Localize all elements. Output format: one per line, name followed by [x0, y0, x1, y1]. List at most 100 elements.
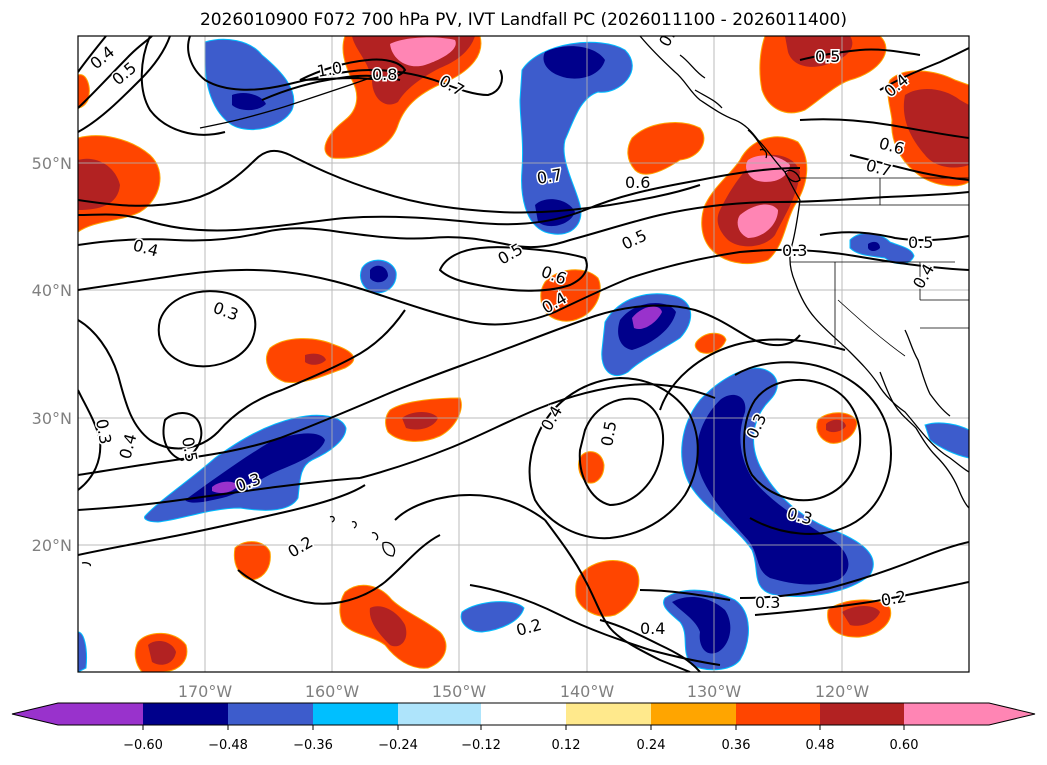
contour-0.3-lower: [78, 477, 361, 511]
colorbar-segment: [143, 703, 228, 725]
contour-0.3-south-loop: [544, 519, 691, 672]
lat-label: 20°N: [32, 536, 72, 555]
colorbar-segment: [481, 703, 566, 725]
colorbar-tick-label: 0.12: [552, 738, 581, 753]
contour-0.6-nw: [78, 36, 171, 133]
patch-pos-gulf-small: [627, 122, 705, 175]
contour-0.8-north: [261, 74, 401, 101]
contour-east-0.5-north: [799, 48, 921, 61]
patch-pos-small-35n-130w: [694, 332, 727, 354]
map-plot-area: 0.4 0.5 1.0 0.8 0.7 0.8 0.6 0.7 0.6 0.7 …: [78, 36, 969, 672]
patch-pos-mid-40n: [540, 269, 601, 322]
contour-label: 0.6: [877, 134, 907, 159]
patch-pos-south-west: [233, 541, 271, 581]
contour-label: 0.3: [755, 593, 780, 612]
contour-nw-loop: [140, 36, 226, 136]
lon-label: 170°W: [178, 682, 233, 701]
colorbar-tick-label: −0.24: [378, 738, 418, 753]
colorbar-segment: [313, 703, 398, 725]
state-borders: [790, 177, 969, 357]
aleutian-chain: [199, 74, 379, 129]
colorbar-segment: [904, 703, 989, 725]
colorbar-segment: [566, 703, 651, 725]
colorbar-tick-label: −0.36: [293, 738, 333, 753]
patch-neg-aleutian-west: [204, 38, 295, 131]
patch-pos-sw-circle-red: [148, 640, 176, 665]
contour-0.5-nw: [78, 36, 153, 109]
coastline-baja: [879, 371, 969, 509]
contour-0.4-135w: [528, 376, 699, 540]
contour-0.4-nw: [78, 36, 107, 73]
contour-label: 0.6: [625, 173, 650, 192]
hawaii-islands: [329, 515, 396, 557]
contour-0.4-outer: [659, 338, 846, 411]
colorbar-tick-label: 0.48: [806, 738, 835, 753]
contour-0.4-band: [78, 248, 969, 326]
patch-pos-30n-150w-red: [402, 412, 438, 430]
patch-neg-gulf-alaska-core: [543, 46, 605, 79]
lon-label: 130°W: [687, 682, 742, 701]
patch-neg-gulf-alaska-south-core: [535, 199, 575, 227]
contour-label: 0.3: [782, 241, 807, 260]
coastline-west-coast: [789, 199, 969, 473]
patch-neg-west-band-purple: [212, 481, 238, 494]
colorbar-segment: [651, 703, 736, 725]
latitude-labels: 50°N 40°N 30°N 20°N: [32, 154, 72, 555]
patch-pos-north-central-pink: [390, 37, 456, 67]
island-haida: [759, 148, 768, 159]
colorbar-segment: [820, 703, 904, 725]
patch-neg-coast-south: [924, 422, 969, 459]
lat-label: 50°N: [32, 154, 72, 173]
contour-0.6-band: [78, 167, 801, 232]
lat-label: 40°N: [32, 281, 72, 300]
contour-0.2-lower-west: [237, 534, 441, 605]
lon-label: 140°W: [560, 682, 615, 701]
colorbar-tick-label: 0.36: [722, 738, 751, 753]
colorbar-segment: [736, 703, 820, 725]
patch-neg-small-42n-core: [370, 265, 388, 283]
patch-pos-south-central: [575, 560, 640, 617]
lon-label: 120°W: [815, 682, 870, 701]
colorbar-segment: [58, 703, 143, 725]
contour-east-0.5-coast: [819, 231, 969, 242]
contour-0.3-mid: [78, 304, 801, 476]
contour-label: 0.5: [815, 47, 840, 66]
negative-anomaly-patches: [78, 38, 969, 672]
contour-east-0.7: [849, 154, 969, 181]
patch-neg-gulf-alaska: [519, 41, 633, 235]
patch-neg-sw-corner: [78, 631, 87, 672]
lon-label: 160°W: [305, 682, 360, 701]
colorbar-tick-label: −0.48: [208, 738, 248, 753]
contour-label: 0.3: [92, 417, 115, 445]
contour-0.2-southeast: [754, 581, 969, 616]
contour-label: 0.5: [178, 435, 201, 463]
map-title: 2026010900 F072 700 hPa PV, IVT Landfall…: [199, 10, 847, 30]
contour-0.3-west: [78, 389, 102, 491]
contour-0.5-loop-135w: [578, 397, 665, 507]
small-island-20n-175w: [81, 562, 92, 567]
contour-east-0.6: [799, 118, 969, 139]
patch-pos-south-160w-red: [369, 606, 407, 647]
patch-pos-small-27n: [578, 451, 605, 484]
contour-label: 0.4: [640, 619, 665, 638]
patch-pos-30n-120w-red: [826, 419, 846, 433]
coastline-sea-of-cortez: [904, 329, 951, 417]
patch-neg-south-small: [460, 601, 525, 633]
colorbar-segment: [228, 703, 313, 725]
colorbar-tick-label: 0.24: [637, 738, 666, 753]
colorbar-segment: [398, 703, 481, 725]
contour-0.4-south: [599, 619, 701, 672]
colorbar-extend-left: [12, 703, 58, 725]
contour-0.3-southeast: [739, 541, 969, 599]
contour-0.4-center: [359, 383, 716, 479]
colorbar-outline: [11, 702, 1036, 726]
patch-neg-aleutian-west-core: [232, 93, 266, 111]
contour-0.5-small: [162, 412, 203, 462]
colorbar: −0.60 −0.48 −0.36 −0.24 −0.12 0.12 0.24 …: [11, 702, 1036, 753]
patch-neg-c-shape-core: [696, 394, 849, 585]
pv-contours: [78, 36, 969, 672]
contour-label: 0.8: [372, 65, 397, 84]
contour-0.3-circle-east: [743, 379, 862, 502]
contour-0.3-loop: [157, 290, 257, 368]
lon-label: 150°W: [432, 682, 487, 701]
